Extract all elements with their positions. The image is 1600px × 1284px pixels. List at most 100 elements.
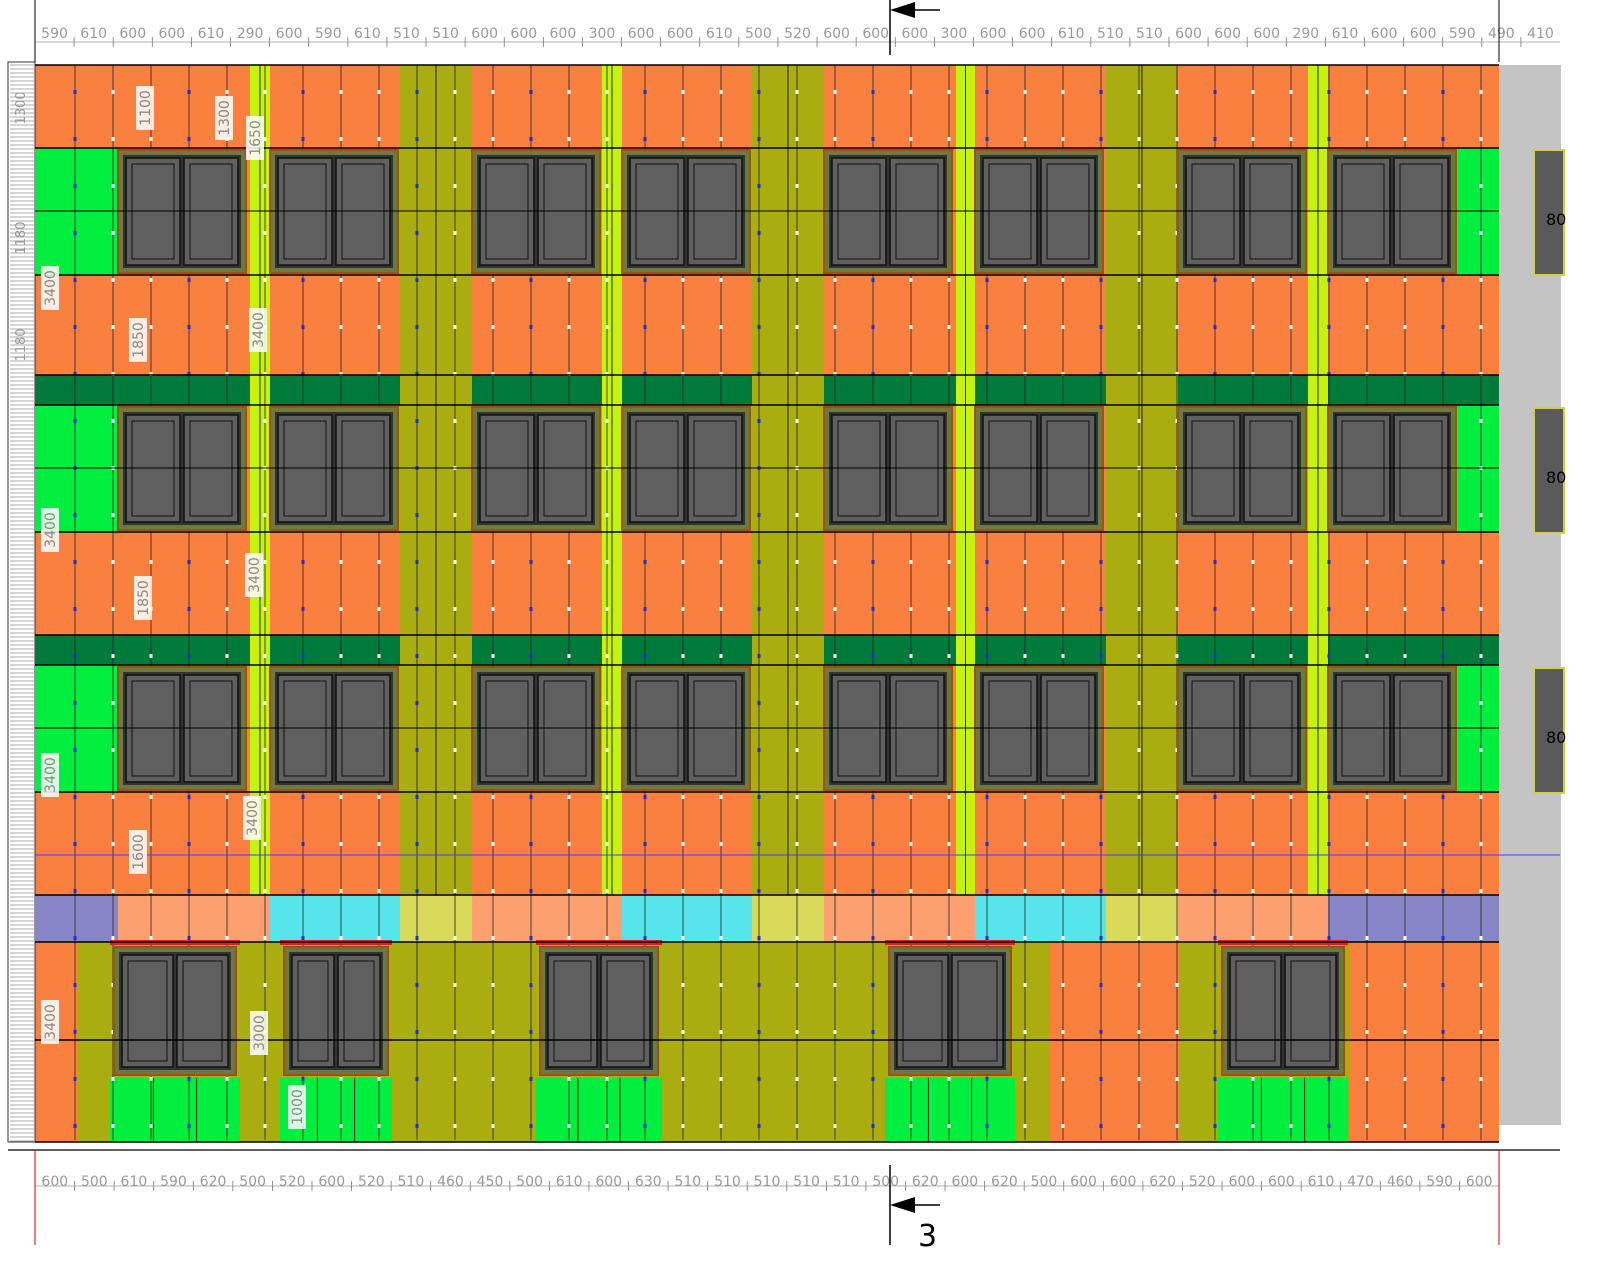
bracket [605, 1124, 609, 1128]
bracket [1327, 842, 1331, 846]
bracket [871, 795, 875, 799]
section-arrow-bottom [890, 1197, 915, 1213]
bracket [149, 1124, 153, 1128]
bracket [1175, 372, 1179, 376]
bracket [377, 560, 381, 564]
window-sash [1229, 954, 1282, 1068]
bracket [795, 278, 799, 282]
bracket [681, 654, 685, 658]
bracket [453, 325, 457, 329]
bracket [1099, 607, 1103, 611]
bracket [1479, 90, 1483, 94]
bracket [1061, 607, 1065, 611]
bracket [187, 795, 191, 799]
bracket [1213, 936, 1217, 940]
bracket [1137, 701, 1141, 705]
bracket [643, 607, 647, 611]
bracket [909, 1077, 913, 1081]
bracket [757, 184, 761, 188]
bracket [1251, 654, 1255, 658]
bracket [947, 1077, 951, 1081]
bracket [1479, 513, 1483, 517]
bracket [263, 1077, 267, 1081]
bracket [757, 372, 761, 376]
bracket [1213, 889, 1217, 893]
dim-label: 300 [941, 26, 968, 42]
bracket [1023, 278, 1027, 282]
ground-green-panel [536, 1078, 662, 1142]
bracket [1175, 795, 1179, 799]
bracket [985, 137, 989, 141]
bracket [795, 1124, 799, 1128]
label-bg [134, 576, 152, 620]
bracket [73, 842, 77, 846]
bracket [491, 278, 495, 282]
bracket [567, 1077, 571, 1081]
height-label: 1100 [136, 86, 154, 130]
bracket [377, 137, 381, 141]
bracket [529, 936, 533, 940]
bracket [263, 419, 267, 423]
dim-label: 600 [1466, 1174, 1493, 1190]
bracket [605, 137, 609, 141]
bracket [111, 1124, 115, 1128]
bracket [415, 748, 419, 752]
bracket [795, 889, 799, 893]
bracket [1479, 1124, 1483, 1128]
bracket [263, 748, 267, 752]
bracket [1099, 90, 1103, 94]
dim-label: 600 [1410, 26, 1437, 42]
bracket [947, 137, 951, 141]
bracket [985, 936, 989, 940]
bracket [339, 889, 343, 893]
bracket [681, 137, 685, 141]
window [888, 946, 1012, 1076]
bracket [73, 748, 77, 752]
bracket [871, 560, 875, 564]
dim-label: 500 [81, 1174, 108, 1190]
bracket [795, 983, 799, 987]
bracket [1365, 1077, 1369, 1081]
bracket [1251, 560, 1255, 564]
bracket [567, 889, 571, 893]
bracket [1137, 231, 1141, 235]
bracket [301, 137, 305, 141]
bracket [719, 889, 723, 893]
height-label: 3400 [41, 753, 59, 797]
bracket [453, 842, 457, 846]
bracket [339, 325, 343, 329]
bracket [1213, 795, 1217, 799]
bracket [1137, 513, 1141, 517]
bracket [1023, 936, 1027, 940]
dim-label: 490 [1488, 26, 1515, 42]
axis-label: 1180 [14, 221, 29, 254]
window-sash [600, 954, 651, 1068]
bracket [1137, 748, 1141, 752]
dim-label: 600 [1371, 26, 1398, 42]
bracket [643, 795, 647, 799]
bracket [1479, 654, 1483, 658]
dim-label: 610 [198, 26, 225, 42]
bracket [909, 560, 913, 564]
window-sash [337, 954, 381, 1068]
bracket [833, 983, 837, 987]
height-value: 1850 [136, 580, 152, 616]
bracket [1061, 842, 1065, 846]
bracket [681, 325, 685, 329]
bracket [301, 654, 305, 658]
bracket [643, 936, 647, 940]
bracket [1289, 654, 1293, 658]
bracket [985, 1124, 989, 1128]
bracket [947, 607, 951, 611]
bracket [1061, 278, 1065, 282]
bracket [1479, 607, 1483, 611]
bracket [73, 90, 77, 94]
bracket [833, 654, 837, 658]
bracket [149, 1077, 153, 1081]
bracket [795, 419, 799, 423]
bracket [453, 795, 457, 799]
bracket [1061, 372, 1065, 376]
bracket [111, 654, 115, 658]
bracket [111, 513, 115, 517]
dim-label: 510 [393, 26, 420, 42]
